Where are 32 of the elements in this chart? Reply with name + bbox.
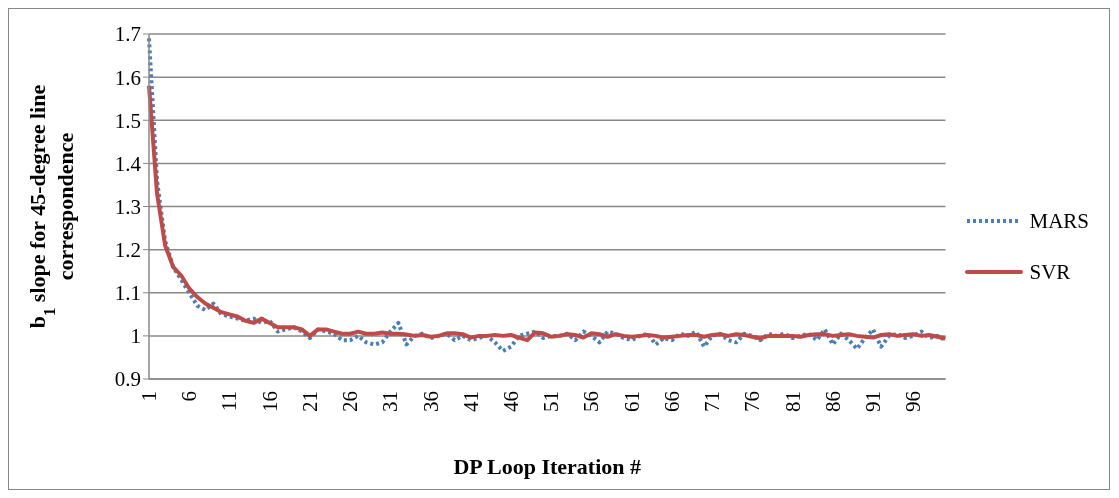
x-tick-label: 26 — [338, 391, 363, 412]
x-tick-label: 11 — [217, 391, 242, 412]
x-tick-label: 76 — [740, 391, 765, 412]
legend-label: MARS — [1029, 208, 1089, 234]
x-tick-label: 16 — [257, 391, 282, 412]
x-tick-label: 71 — [700, 391, 725, 412]
y-tick-label: 0.9 — [114, 367, 141, 392]
y-tick-label: 1 — [130, 324, 141, 349]
y-tick-label: 1.3 — [114, 194, 141, 219]
x-tick-label: 51 — [539, 391, 564, 412]
x-tick-label: 31 — [378, 391, 403, 412]
x-tick-label: 61 — [619, 391, 644, 412]
y-tick-label: 1.1 — [114, 281, 141, 306]
x-tick-label: 6 — [177, 391, 202, 402]
x-tick-label: 21 — [297, 391, 322, 412]
x-tick-label: 36 — [418, 391, 443, 412]
x-tick-label: 56 — [579, 391, 604, 412]
x-tick-label: 41 — [458, 391, 483, 412]
y-tick-label: 1.5 — [114, 108, 141, 133]
x-tick-label: 1 — [137, 391, 161, 402]
x-tick-label: 91 — [861, 391, 886, 412]
x-tick-label: 96 — [901, 391, 926, 412]
x-axis-title: DP Loop Iteration # — [453, 454, 642, 479]
x-tick-label: 66 — [659, 391, 684, 412]
x-tick-label: 81 — [780, 391, 805, 412]
x-tick-label: 86 — [820, 391, 845, 412]
y-tick-label: 1.6 — [114, 65, 141, 90]
legend-label: SVR — [1029, 259, 1071, 285]
x-tick-label: 46 — [499, 391, 524, 412]
y-tick-label: 1.7 — [114, 22, 141, 47]
y-tick-label: 1.4 — [114, 151, 142, 176]
y-tick-label: 1.2 — [114, 238, 141, 263]
